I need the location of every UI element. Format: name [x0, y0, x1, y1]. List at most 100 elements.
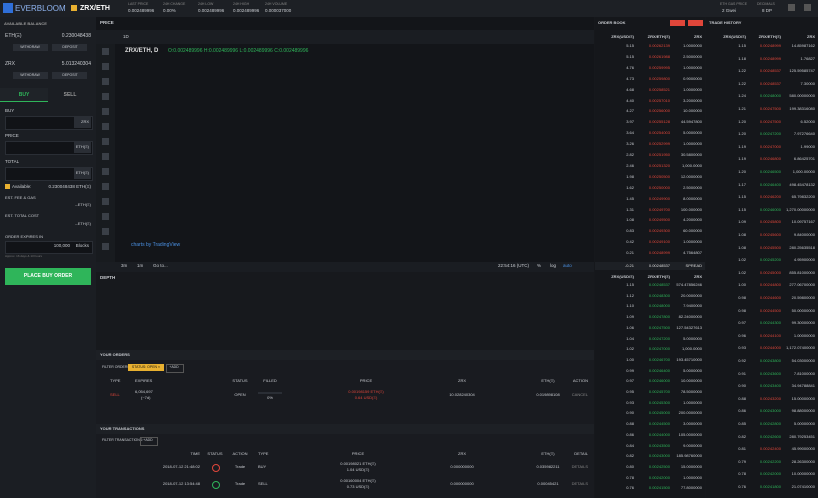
input[interactable] — [5, 116, 93, 130]
label: DECIMALS — [757, 2, 775, 6]
label: ZRX — [694, 274, 702, 279]
label: 0.00243800 — [759, 358, 781, 363]
add-filter[interactable]: +ADD — [169, 365, 179, 369]
place-order-button[interactable]: PLACE BUY ORDER — [23, 273, 73, 279]
cancel-button[interactable]: CANCEL — [571, 392, 588, 397]
tool-icon[interactable] — [102, 108, 109, 115]
label: 0.93 — [738, 345, 746, 351]
expiry-input[interactable] — [5, 241, 93, 254]
label: 0.82 — [626, 453, 634, 459]
tool-icon[interactable] — [102, 198, 109, 205]
buy-tab[interactable] — [0, 88, 48, 102]
label: 0.000000000 — [450, 481, 474, 486]
scale-option[interactable]: auto — [563, 263, 572, 268]
label: 0.002489996 — [198, 8, 225, 13]
label: ZRX — [81, 119, 89, 124]
label: 0.00254003 — [648, 130, 670, 136]
label: --ETH(Ξ) — [75, 202, 91, 207]
label: 100.000000 — [680, 206, 702, 212]
input[interactable] — [5, 167, 93, 181]
place-order-button[interactable] — [5, 268, 91, 285]
buy-tab[interactable]: BUY — [18, 92, 30, 98]
label: 0.00257010 — [648, 97, 670, 103]
tool-icon[interactable] — [102, 63, 109, 70]
range-button[interactable]: 3m — [121, 263, 128, 268]
withdraw-button[interactable] — [13, 44, 48, 51]
label: 0.00245300 — [648, 399, 670, 405]
label: 5.013240304 — [61, 61, 91, 67]
label: 0.42 — [626, 239, 634, 245]
add-filter[interactable]: +ADD — [143, 438, 153, 442]
deposit-button[interactable]: DEPOSIT — [62, 45, 78, 49]
label: 0.00250500 — [648, 173, 670, 179]
details-button[interactable]: DETAILS — [571, 464, 588, 469]
label: 0.00248537 — [759, 80, 781, 86]
range-button[interactable]: Go to... — [153, 263, 168, 268]
label: 0.00247800 — [648, 314, 670, 320]
label: 0.00245500 — [759, 244, 781, 250]
label: 574.47856246 — [676, 282, 702, 287]
tool-icon[interactable] — [102, 228, 109, 235]
label: 1.15 — [738, 43, 746, 48]
deposit-button[interactable] — [52, 44, 87, 51]
label: 20.59800000 — [791, 295, 815, 300]
label: 10.0000000 — [680, 378, 702, 384]
filter-tag[interactable]: STATUS: OPEN × — [131, 365, 161, 369]
withdraw-button[interactable]: WITHDRAW — [20, 73, 40, 77]
details-button[interactable]: DETAILS — [571, 481, 588, 486]
label: 0.00241500 — [648, 485, 670, 491]
tool-icon[interactable] — [102, 168, 109, 175]
label: 855.81000000 — [789, 269, 815, 275]
label: 0.00249900 — [648, 195, 670, 201]
label: 8 DP — [762, 8, 773, 13]
withdraw-button[interactable] — [13, 72, 48, 79]
sell-tab[interactable]: SELL — [63, 92, 77, 98]
label: 0.00249100 — [648, 239, 670, 245]
label: SELL — [258, 481, 268, 486]
input[interactable] — [5, 141, 93, 155]
settings-icon[interactable] — [788, 4, 795, 11]
add-filter[interactable] — [140, 437, 158, 446]
label: 0.00246400 — [648, 367, 670, 373]
panel-button[interactable] — [688, 20, 703, 26]
deposit-button[interactable] — [52, 72, 87, 79]
tool-icon[interactable] — [102, 123, 109, 130]
panel-button[interactable] — [670, 20, 685, 26]
filter-tag[interactable] — [128, 364, 164, 371]
range-button[interactable]: 1m — [137, 263, 144, 268]
tool-icon[interactable] — [102, 78, 109, 85]
label: 100,000 — [53, 243, 70, 248]
tool-icon[interactable] — [102, 213, 109, 220]
add-filter[interactable] — [166, 364, 184, 373]
label: 0.98 — [738, 307, 746, 313]
withdraw-button[interactable]: WITHDRAW — [20, 45, 40, 49]
tool-icon[interactable] — [102, 183, 109, 190]
label: 9.0000000 — [683, 442, 702, 448]
label: 0.00248537 — [648, 282, 670, 287]
label: 1.22 — [738, 80, 746, 86]
deposit-button[interactable]: DEPOSIT — [62, 73, 78, 77]
interval-button[interactable]: 1D — [123, 34, 129, 39]
label: 0.00198021 ETH(Ξ) — [340, 461, 376, 466]
label: 7.30000 — [800, 80, 815, 86]
tool-icon[interactable] — [102, 138, 109, 145]
tool-icon[interactable] — [102, 93, 109, 100]
chart-footer — [96, 262, 594, 272]
tool-icon[interactable] — [102, 153, 109, 160]
account-icon[interactable] — [804, 4, 811, 11]
label: 1.00000000 — [793, 332, 815, 338]
label: 98.88000000 — [791, 408, 815, 414]
label: 24H LOW — [198, 2, 214, 6]
label: Trade — [234, 464, 246, 469]
label: 1.08 — [626, 217, 634, 223]
pair-selector[interactable]: ZRX/ETH — [80, 5, 110, 12]
label: 0.92 — [738, 358, 746, 363]
label: DEPTH — [100, 275, 116, 280]
label: 0.230048438 — [61, 33, 91, 39]
scale-option[interactable]: log — [550, 263, 557, 268]
label: SELL — [110, 392, 120, 397]
tool-icon[interactable] — [102, 48, 109, 55]
trade-history-panel — [706, 17, 818, 498]
scale-option[interactable]: % — [537, 263, 542, 268]
tool-icon[interactable] — [102, 243, 109, 250]
